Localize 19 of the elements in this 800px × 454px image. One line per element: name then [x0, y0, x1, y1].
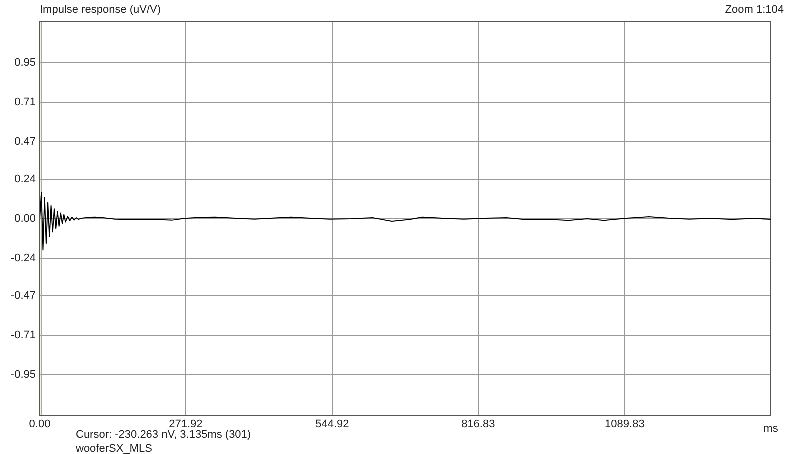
x-tick-label: 271.92	[169, 418, 203, 431]
y-tick-label: -0.24	[10, 252, 36, 264]
x-tick-label: 0.00	[29, 418, 51, 431]
text: Zoom 1:104	[725, 4, 784, 16]
y-tick-label: -0.47	[10, 290, 36, 302]
text: Cursor: -230.263 nV, 3.135ms (301)	[76, 429, 252, 441]
chart-title: Impulse response (uV/V)	[40, 4, 162, 16]
y-tick-label: 0.00	[14, 213, 36, 226]
text: wooferSX_MLS	[76, 443, 152, 454]
x-tick-label: 816.83	[462, 418, 496, 431]
x-tick-label: 544.92	[316, 418, 350, 431]
y-tick-label: -0.71	[10, 330, 36, 342]
x-axis-title: ms	[764, 423, 779, 435]
x-tick-label: 1089.83	[605, 418, 645, 431]
y-tick-label: 0.24	[14, 174, 36, 186]
y-tick-label: 0.71	[14, 96, 36, 108]
y-tick-label: -0.95	[10, 368, 36, 381]
y-tick-label: 0.47	[14, 136, 36, 148]
y-tick-label: 0.95	[14, 57, 36, 70]
